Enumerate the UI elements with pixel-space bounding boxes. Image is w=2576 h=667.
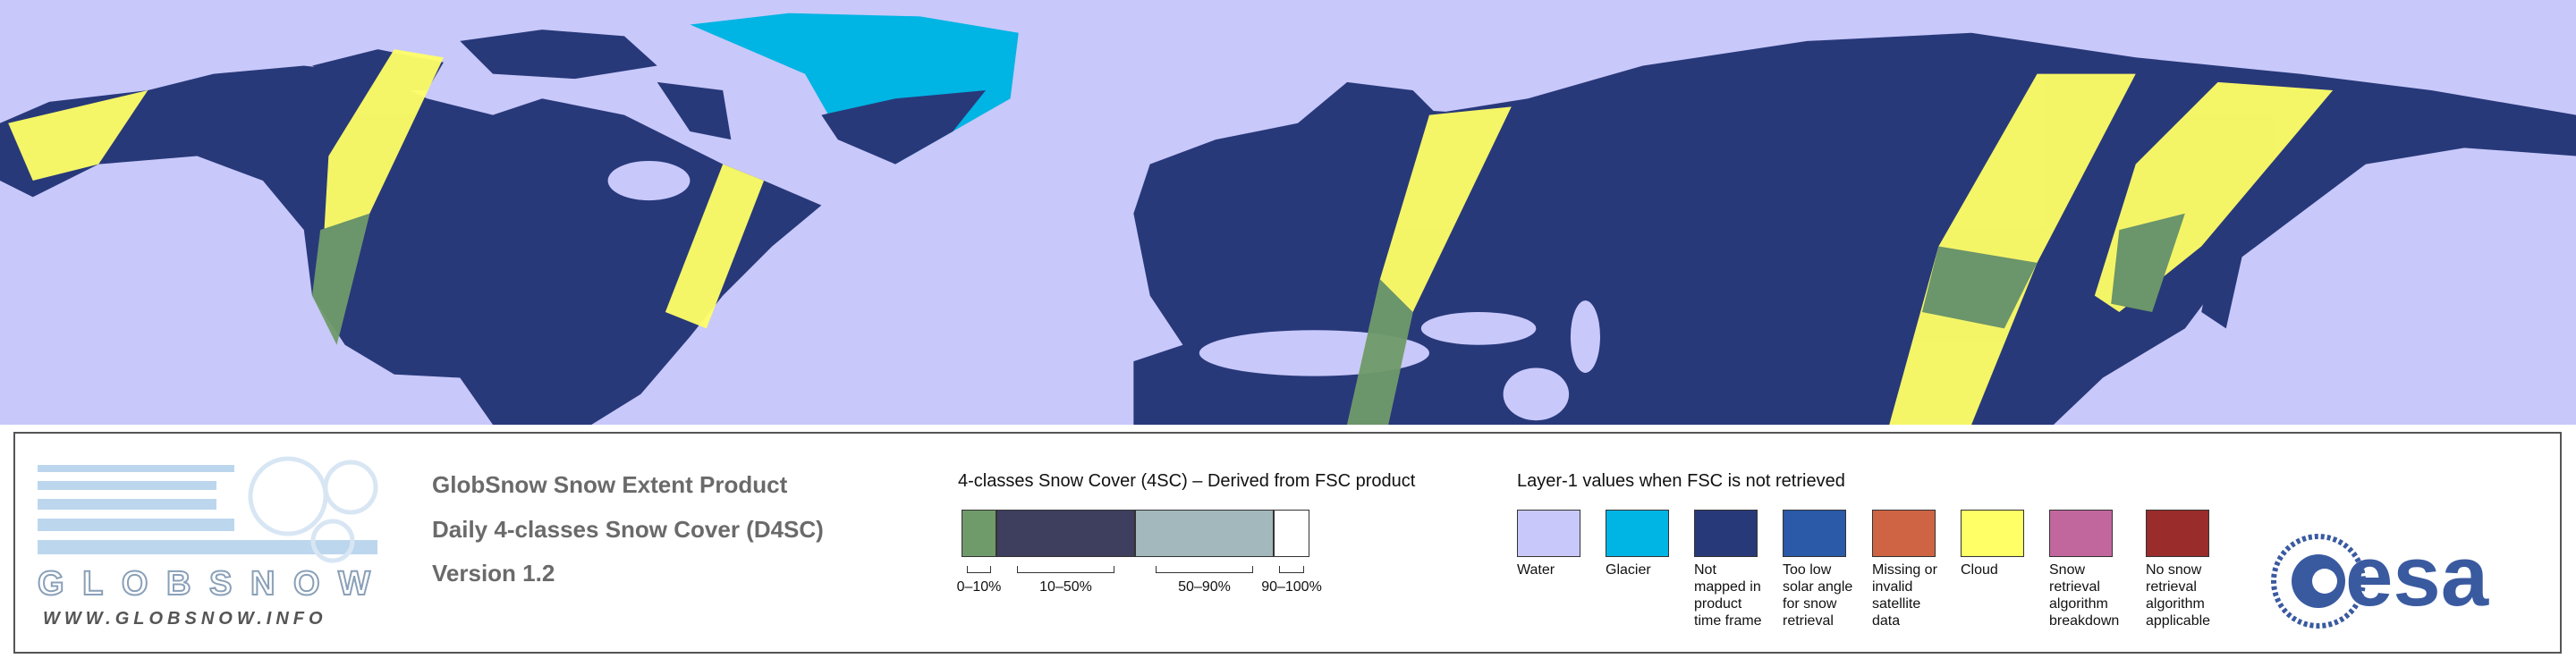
legend-panel: GLOBSNOW WWW.GLOBSNOW.INFO GlobSnow Snow… [13, 432, 2562, 654]
snow-class-bracket [1156, 566, 1253, 573]
layer1-swatch [2049, 510, 2113, 557]
esa-logo: esa [2271, 532, 2489, 629]
layer1-label: Water [1517, 562, 1555, 578]
globsnow-logo: GLOBSNOW WWW.GLOBSNOW.INFO [38, 456, 378, 629]
logo-name: GLOBSNOW [38, 565, 377, 603]
snow-class-bracket [1279, 566, 1304, 573]
layer1-label: Too low solar angle for snow retrieval [1783, 562, 1853, 629]
layer1-label: Snow retrieval algorithm breakdown [2049, 562, 2120, 629]
product-version: Version 1.2 [432, 560, 555, 587]
layer1-swatch [2146, 510, 2209, 557]
snow-class-label: 50–90% [1178, 579, 1231, 595]
snow-class-swatch [1135, 510, 1274, 557]
product-subtitle: Daily 4-classes Snow Cover (D4SC) [432, 516, 824, 543]
layer1-title: Layer-1 values when FSC is not retrieved [1517, 471, 1845, 491]
layer1-swatch [1606, 510, 1669, 557]
logo-url: WWW.GLOBSNOW.INFO [43, 609, 327, 629]
layer1-label: Not mapped in product time frame [1694, 562, 1762, 629]
snow-class-bracket [966, 566, 992, 573]
layer1-swatch [1872, 510, 1936, 557]
layer1-label: No snow retrieval algorithm applicable [2146, 562, 2211, 629]
snow-class-label: 0–10% [956, 579, 1002, 595]
layer1-swatch [1517, 510, 1580, 557]
product-title: GlobSnow Snow Extent Product [432, 471, 788, 498]
snow-class-swatch [1274, 510, 1309, 557]
esa-text: esa [2345, 532, 2489, 624]
layer1-swatch [1694, 510, 1758, 557]
snow-class-swatch [962, 510, 996, 557]
snow-cover-title: 4-classes Snow Cover (4SC) – Derived fro… [958, 471, 1416, 491]
layer1-label: Glacier [1606, 562, 1651, 578]
layer1-swatch [1961, 510, 2024, 557]
layer1-swatch [1783, 510, 1846, 557]
snow-class-swatch [996, 510, 1135, 557]
layer1-label: Missing or invalid satellite data [1872, 562, 1937, 629]
snow-class-label: 90–100% [1261, 579, 1322, 595]
layer1-label: Cloud [1961, 562, 1998, 578]
snow-class-label: 10–50% [1039, 579, 1092, 595]
snow-map [0, 0, 2576, 425]
snow-class-bracket [1017, 566, 1114, 573]
